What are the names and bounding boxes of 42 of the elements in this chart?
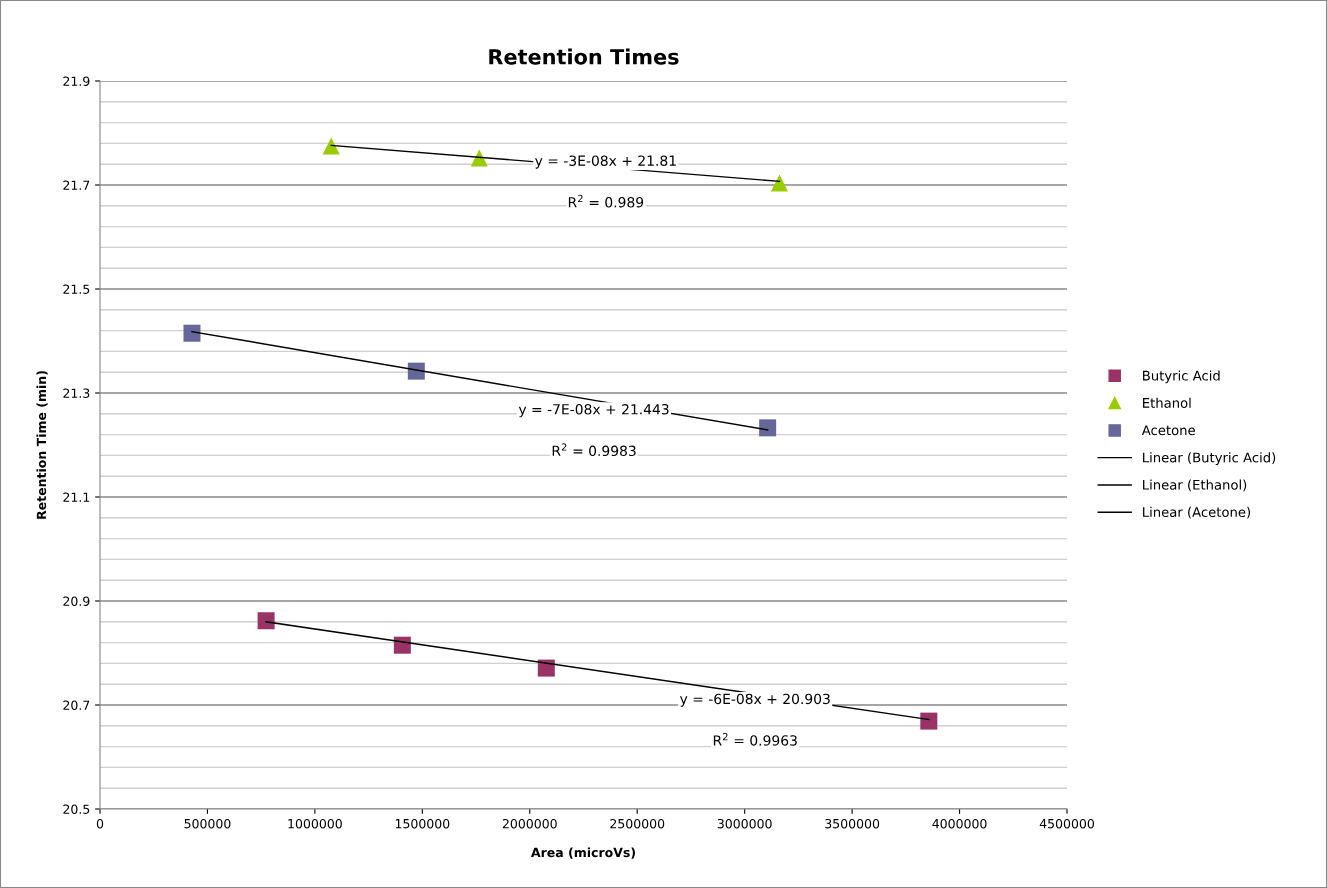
annotation: y = -3E-08x + 21.81 <box>535 155 676 169</box>
annotation: R$^{2}$ = 0.989 <box>568 194 644 208</box>
x-tick-label: 1000000 <box>288 818 342 829</box>
x-tick-label: 1500000 <box>395 818 450 829</box>
legend-label: Ethanol <box>1143 397 1191 408</box>
y-axis-title: Retention Time (min) <box>36 371 48 519</box>
x-tick-label: 4500000 <box>1039 818 1094 829</box>
point <box>537 659 555 677</box>
annotation: y = -6E-08x + 20.903 <box>679 693 830 707</box>
x-tick-label: 3000000 <box>717 818 772 829</box>
point <box>257 612 275 630</box>
point <box>407 362 425 380</box>
x-tick-label: 2000000 <box>502 818 557 829</box>
point <box>770 174 788 192</box>
point <box>393 636 411 654</box>
point <box>920 712 938 730</box>
legend-label: Acetone <box>1141 425 1195 436</box>
x-tick-label: 0 <box>96 818 104 829</box>
y-tick-label: 21.1 <box>63 492 90 502</box>
point <box>183 324 201 342</box>
point <box>322 137 340 155</box>
y-tick-label: 21.5 <box>63 284 90 294</box>
x-tick-label: 2500000 <box>610 818 665 829</box>
y-tick-label: 21.9 <box>63 76 90 86</box>
x-axis-title: Area (microVs) <box>531 847 635 859</box>
x-tick-label: 4000000 <box>932 818 987 829</box>
point <box>759 419 777 437</box>
y-tick-label: 20.7 <box>63 700 90 710</box>
y-tick-label: 21.3 <box>63 388 90 398</box>
legend-label: Linear (Acetone) <box>1143 506 1251 519</box>
x-tick-label: 500000 <box>184 818 231 829</box>
annotation: R$^{2}$ = 0.9963 <box>713 732 797 746</box>
annotation: y = -7E-08x + 21.443 <box>518 404 669 418</box>
chart-title: Retention Times <box>489 48 679 65</box>
legend-label: Linear (Ethanol) <box>1143 479 1247 492</box>
x-tick-label: 3500000 <box>825 818 880 829</box>
y-tick-label: 20.9 <box>63 596 90 606</box>
legend-label: Butyric Acid <box>1143 370 1220 384</box>
legend-label: Linear (Butyric Acid) <box>1143 452 1276 466</box>
y-tick-label: 20.5 <box>63 804 90 814</box>
y-tick-label: 21.7 <box>63 180 90 190</box>
annotation: R$^{2}$ = 0.9983 <box>552 443 636 457</box>
